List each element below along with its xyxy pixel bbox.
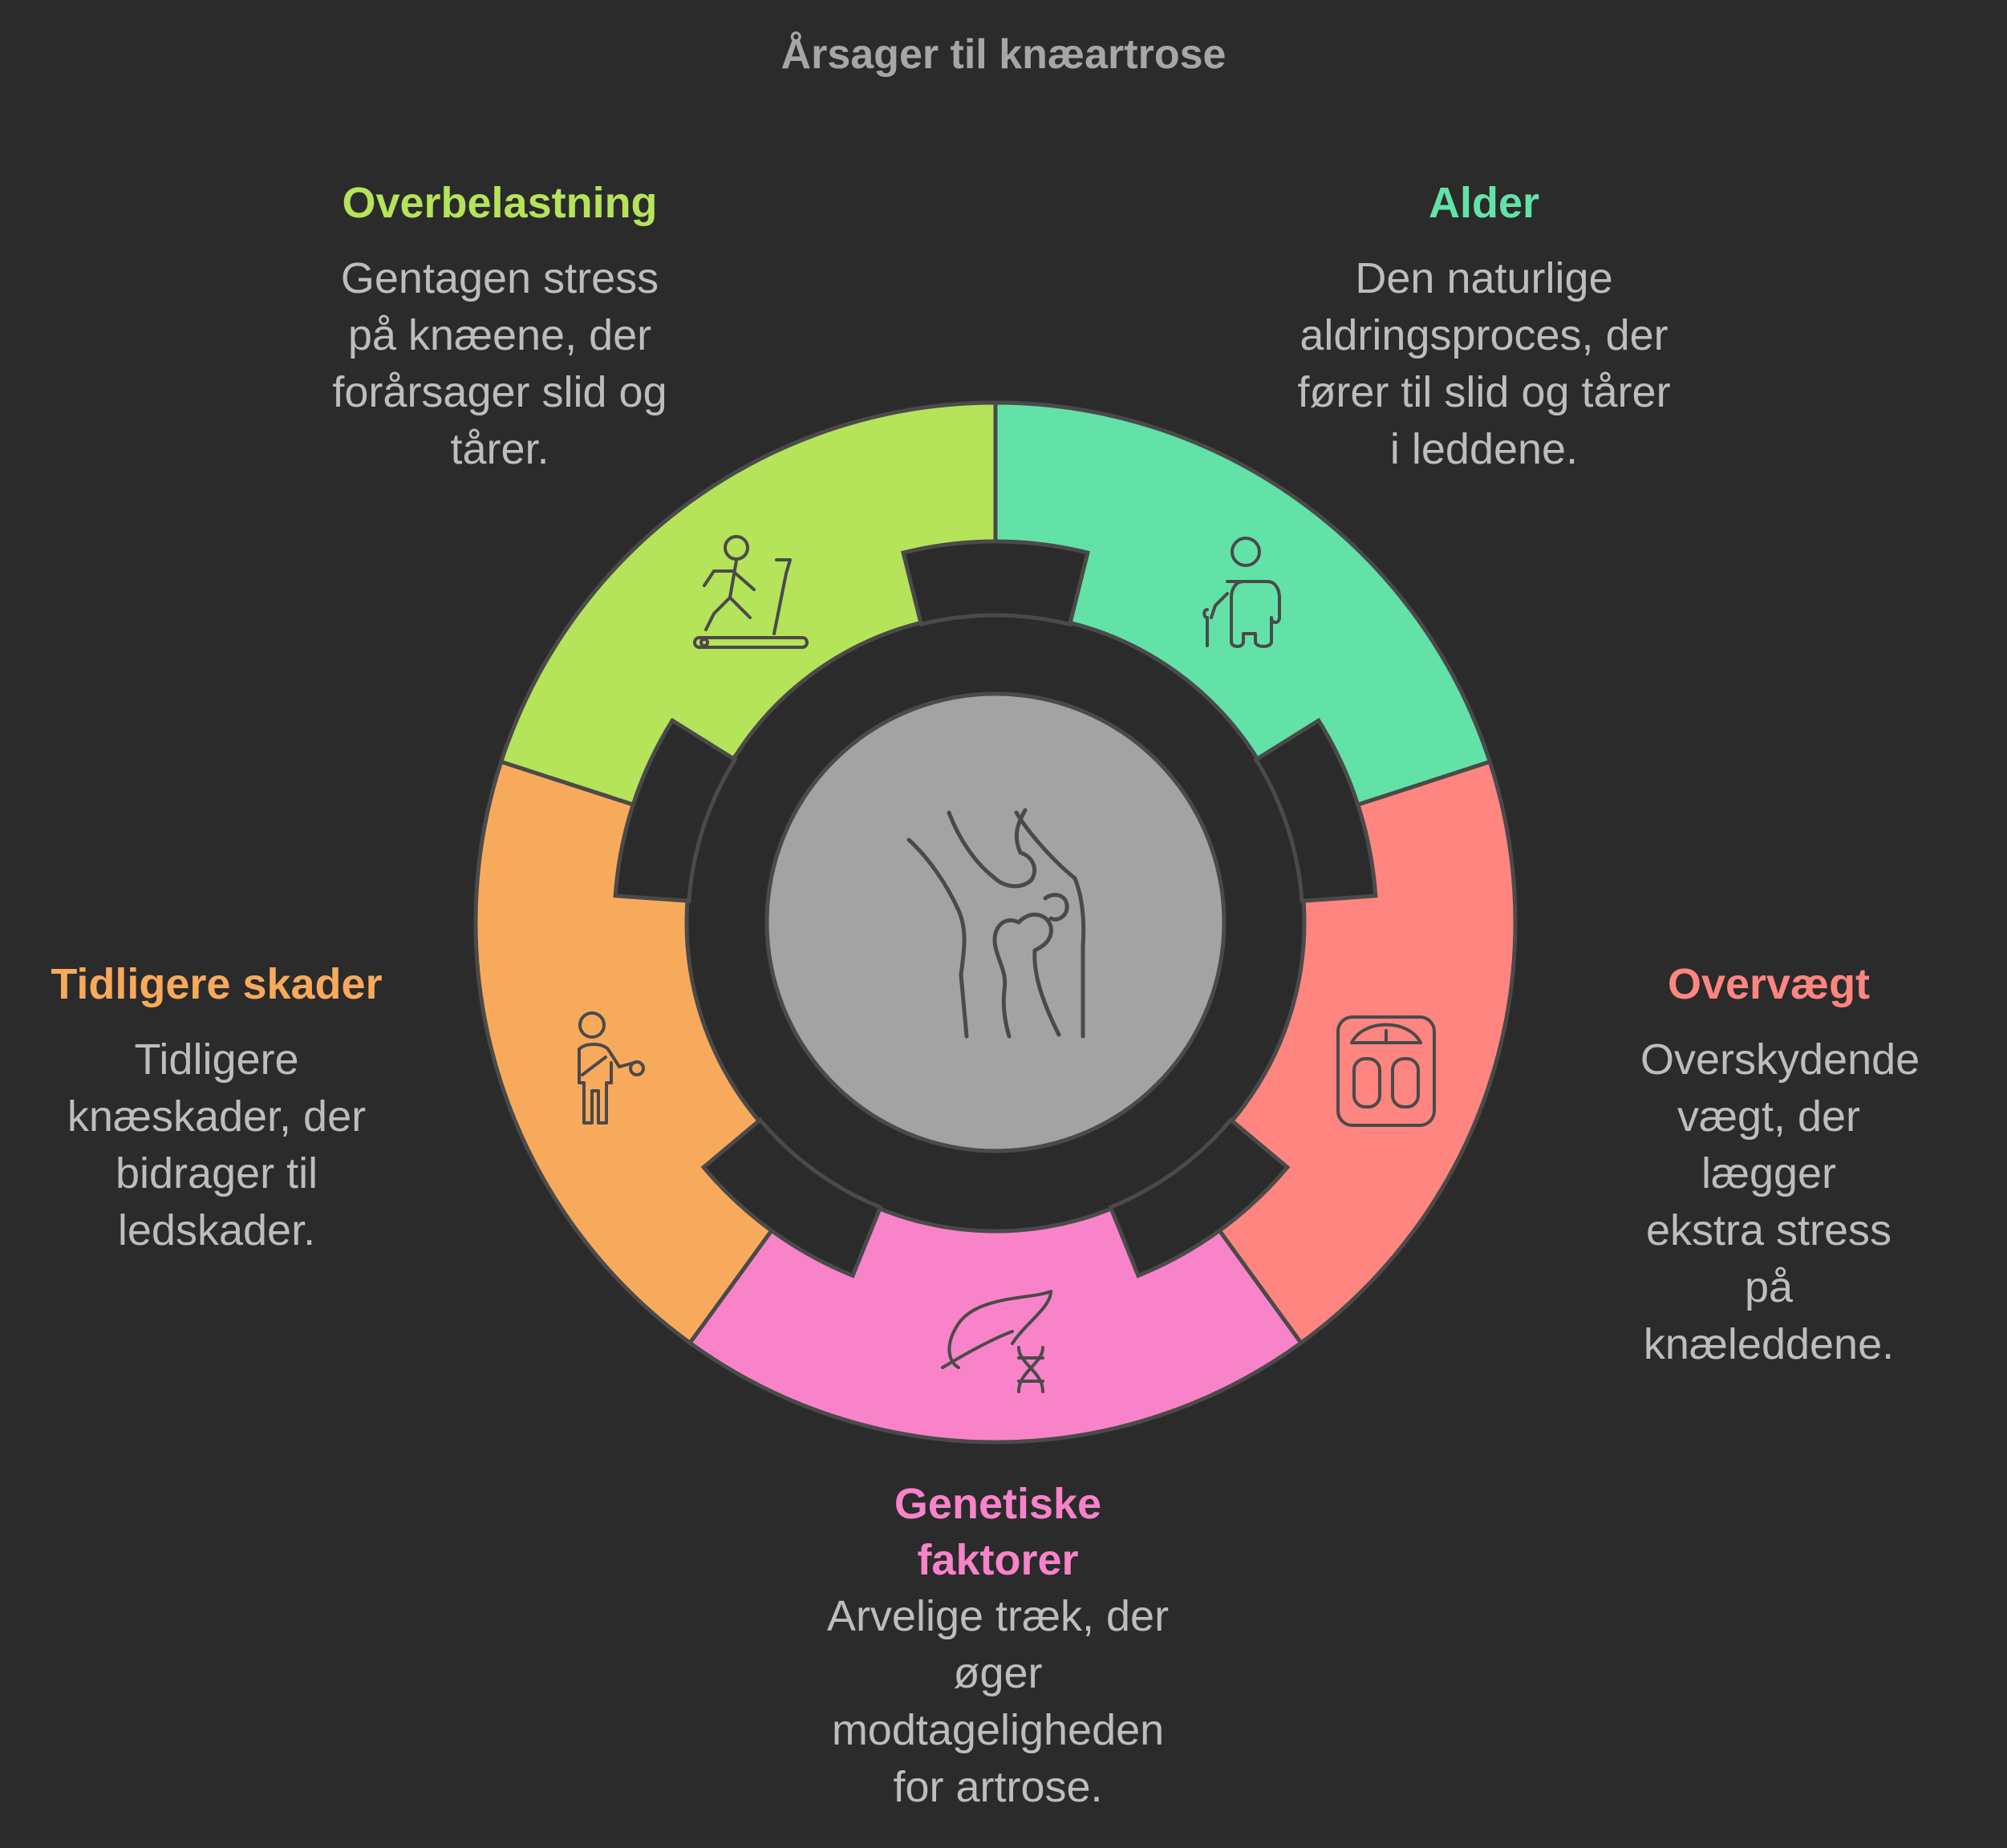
label-overbelastning: Overbelastning Gentagen stress på knæene…	[251, 175, 748, 478]
ring-notch-4	[700, 1116, 883, 1279]
genetiske-title: Genetiske faktorer	[894, 1480, 1102, 1584]
label-genetiske: Genetiske faktorer Arvelige træk, der øg…	[749, 1476, 1247, 1816]
diagram-title: Årsager til knæartrose	[780, 31, 1226, 78]
tidligere-description: Tidligere knæskader, der bidrager til le…	[67, 1035, 367, 1254]
ring-notch-1	[901, 539, 1090, 627]
segment-alder	[993, 400, 1493, 830]
label-overvaegt: Overvægt Overskydende vægt, der lægger e…	[1520, 956, 2007, 1373]
knee-joint-icon	[906, 808, 1086, 1039]
genetiske-description: Arvelige træk, der øger modtageligheden …	[826, 1592, 1170, 1811]
tidligere-title: Tidligere skader	[51, 960, 383, 1008]
ring-notch-2	[1253, 717, 1378, 903]
treadmill-icon	[693, 535, 809, 649]
weight-scale-icon	[1336, 1015, 1436, 1127]
label-tidligere: Tidligere skader Tidligere knæskader, de…	[0, 956, 465, 1259]
label-alder: Alder Den naturlige aldringsproces, der …	[1235, 175, 1733, 478]
injured-arm-person-icon	[578, 1011, 645, 1125]
inner-ring-tabs	[613, 539, 1378, 1279]
overvaegt-title: Overvægt	[1667, 960, 1871, 1008]
overbelastning-description: Gentagen stress på knæene, der forårsage…	[332, 254, 667, 473]
elderly-person-cane-icon	[1202, 537, 1281, 648]
alder-description: Den naturlige aldringsproces, der fører …	[1297, 254, 1671, 473]
ring-notch-5	[613, 717, 738, 903]
overbelastning-title: Overbelastning	[342, 179, 658, 227]
overvaegt-description: Overskydende vægt, der lægger ekstra str…	[1640, 1035, 1920, 1368]
ring-notch-3	[1108, 1116, 1291, 1279]
center-circle	[764, 691, 1226, 1153]
alder-title: Alder	[1428, 179, 1540, 227]
leaf-dna-icon	[941, 1290, 1052, 1393]
